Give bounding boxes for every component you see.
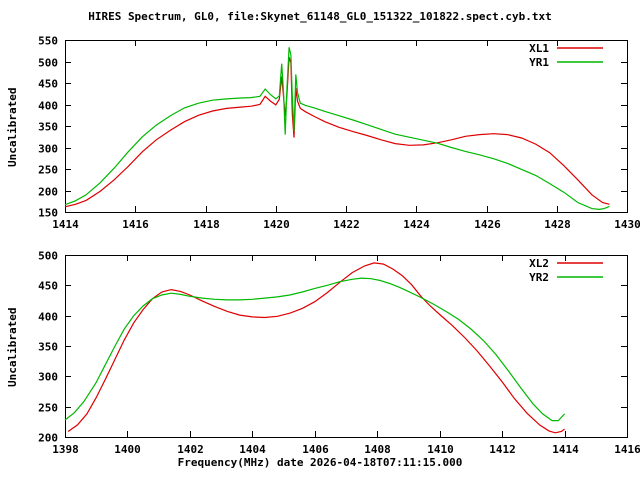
chart-title: HIRES Spectrum, GL0, file:Skynet_61148_G… [88, 10, 552, 23]
x-tick-label: 1410 [427, 443, 454, 456]
y-tick-label: 500 [38, 57, 58, 70]
x-tick-label: 1422 [333, 218, 360, 231]
legend-label-YR1: YR1 [529, 56, 549, 69]
x-tick-label: 1426 [474, 218, 501, 231]
y-tick-label: 300 [38, 371, 58, 384]
series-line-YR1 [64, 47, 610, 211]
legend-label-XL2: XL2 [529, 257, 549, 270]
series-line-XL2 [67, 262, 565, 434]
y-tick-label: 250 [38, 402, 58, 415]
x-tick-label: 1408 [364, 443, 391, 456]
y-tick-label: 300 [38, 143, 58, 156]
x-tick-label: 1414 [552, 443, 579, 456]
y-tick-label: 400 [38, 311, 58, 324]
y-tick-label: 250 [38, 164, 58, 177]
x-tick-label: 1398 [52, 443, 79, 456]
x-tick-label: 1420 [263, 218, 290, 231]
y-tick-label: 150 [38, 207, 58, 220]
x-axis-label: Frequency(MHz) date 2026-04-18T07:11:15.… [177, 456, 463, 469]
y-tick-label: 400 [38, 100, 58, 113]
x-tick-label: 1416 [614, 443, 640, 456]
y-tick-label: 550 [38, 35, 58, 48]
series-line-YR2 [64, 277, 566, 422]
y-tick-label: 350 [38, 341, 58, 354]
x-tick-label: 1416 [122, 218, 149, 231]
x-tick-label: 1406 [302, 443, 329, 456]
series-line-XL1 [64, 57, 610, 208]
legend-label-YR2: YR2 [529, 271, 549, 284]
y-tick-label: 450 [38, 78, 58, 91]
y-tick-label: 200 [38, 186, 58, 199]
x-tick-label: 1404 [239, 443, 266, 456]
y-tick-label: 450 [38, 280, 58, 293]
x-tick-label: 1424 [403, 218, 430, 231]
y-tick-label: 350 [38, 121, 58, 134]
x-tick-label: 1418 [193, 218, 220, 231]
x-tick-label: 1400 [114, 443, 141, 456]
x-tick-label: 1428 [544, 218, 571, 231]
y-tick-label: 200 [38, 432, 58, 445]
x-tick-label: 1412 [489, 443, 516, 456]
x-tick-label: 1414 [52, 218, 79, 231]
y-tick-label: 500 [38, 250, 58, 263]
x-tick-label: 1430 [614, 218, 640, 231]
x-tick-label: 1402 [177, 443, 204, 456]
legend-label-XL1: XL1 [529, 42, 549, 55]
